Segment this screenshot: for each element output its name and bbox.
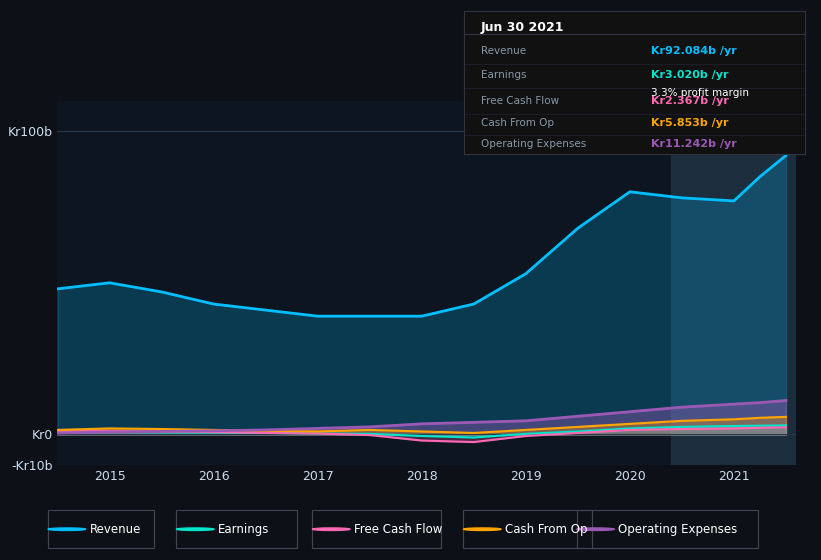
Circle shape bbox=[576, 528, 614, 530]
Circle shape bbox=[463, 528, 501, 530]
Circle shape bbox=[177, 528, 214, 530]
Text: Earnings: Earnings bbox=[481, 71, 526, 81]
Text: Earnings: Earnings bbox=[218, 522, 269, 536]
Circle shape bbox=[312, 528, 350, 530]
Text: Operating Expenses: Operating Expenses bbox=[481, 139, 586, 149]
Text: Kr3.020b /yr: Kr3.020b /yr bbox=[651, 71, 729, 81]
Text: Cash From Op: Cash From Op bbox=[481, 118, 554, 128]
Bar bbox=[672, 101, 796, 465]
Text: Kr2.367b /yr: Kr2.367b /yr bbox=[651, 96, 729, 106]
Text: 3.3% profit margin: 3.3% profit margin bbox=[651, 87, 750, 97]
Text: Free Cash Flow: Free Cash Flow bbox=[481, 96, 559, 106]
Text: Jun 30 2021: Jun 30 2021 bbox=[481, 21, 564, 34]
Text: Kr11.242b /yr: Kr11.242b /yr bbox=[651, 139, 737, 149]
Text: Free Cash Flow: Free Cash Flow bbox=[354, 522, 443, 536]
Text: Kr92.084b /yr: Kr92.084b /yr bbox=[651, 46, 737, 56]
Text: Revenue: Revenue bbox=[481, 46, 526, 56]
Text: Revenue: Revenue bbox=[89, 522, 141, 536]
Text: Cash From Op: Cash From Op bbox=[505, 522, 587, 536]
Text: Operating Expenses: Operating Expenses bbox=[618, 522, 737, 536]
Circle shape bbox=[48, 528, 85, 530]
Text: Kr5.853b /yr: Kr5.853b /yr bbox=[651, 118, 729, 128]
